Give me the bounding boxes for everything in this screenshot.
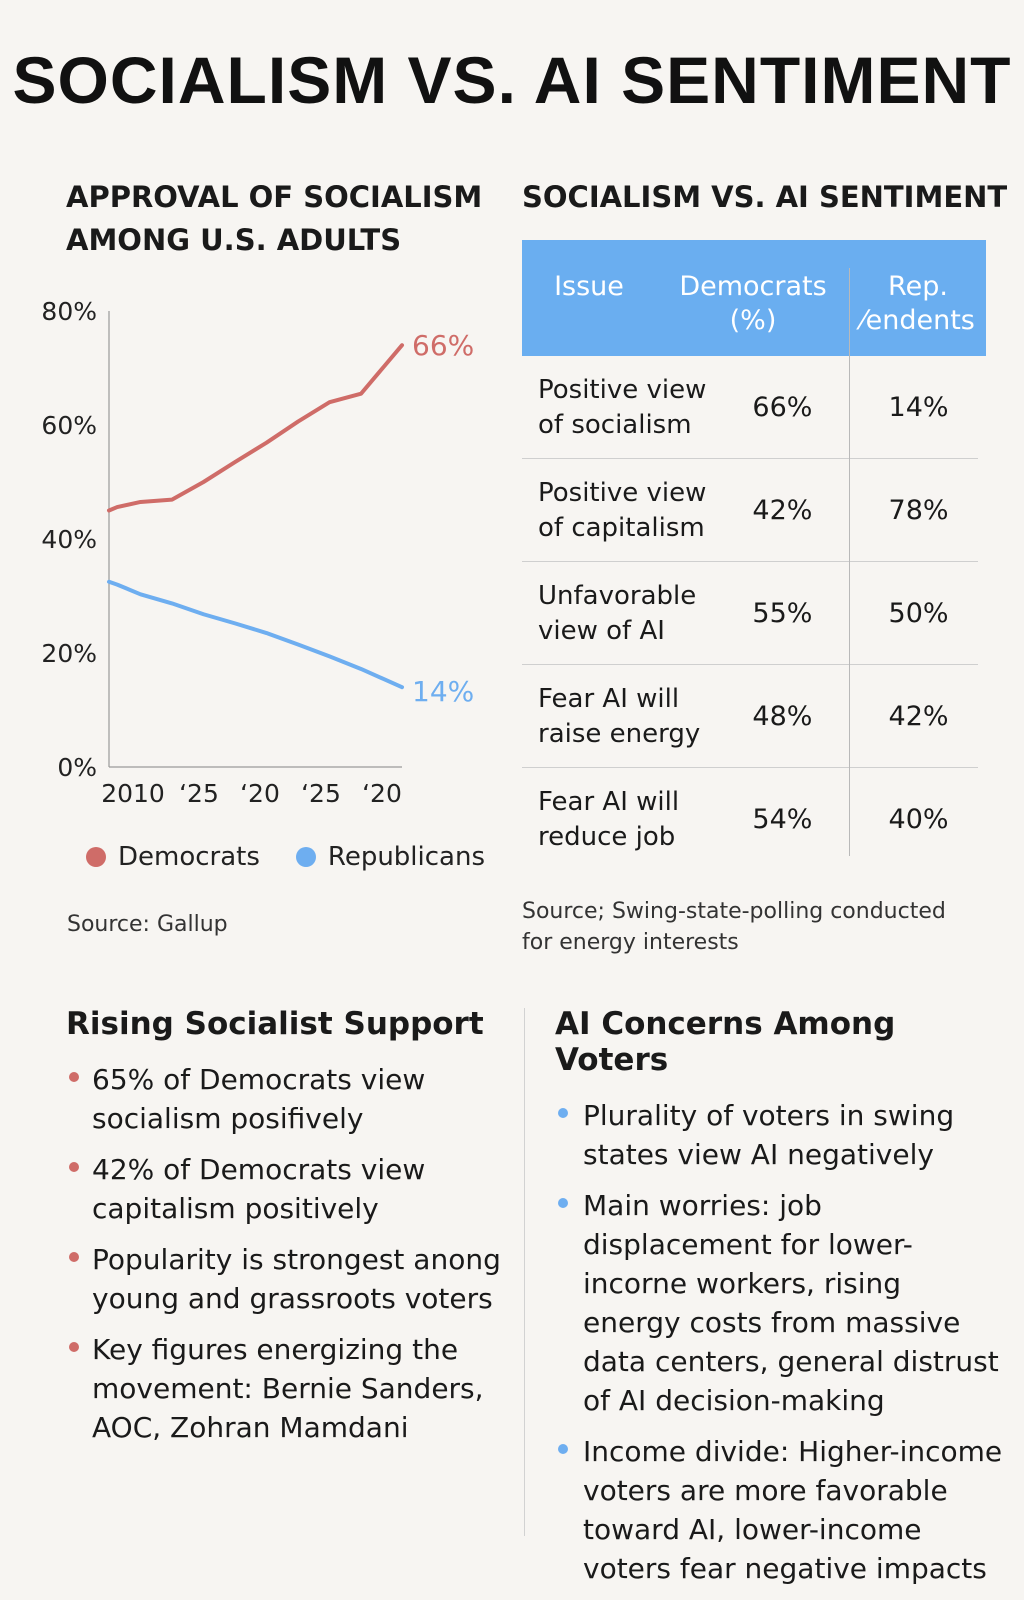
bullet-text: Income divide: Higher-income voters are … [583, 1435, 1003, 1585]
ai-concerns-section: AI Concerns Among Voters Plurality of vo… [555, 1006, 1005, 1600]
cell-issue: Fear AI will reduce job [538, 786, 680, 852]
bullet-text: 65% of Democrats view socialism posifive… [92, 1063, 426, 1135]
page-title: SOCIALISM VS. AI SENTIMENT [12, 43, 1012, 117]
bullet-text: Main worries: job displacement for lower… [583, 1189, 999, 1417]
bullet-item: Plurality of voters in swing states view… [555, 1096, 1005, 1174]
table-body: Positive view of socialism 66% 14% Positive… [522, 356, 986, 871]
bullet-dot-icon [69, 1252, 79, 1262]
legend-label-democrats: Democrats [118, 842, 260, 872]
rising-support-list: 65% of Democrats view socialism posifive… [66, 1060, 506, 1447]
header-republicans: Rep. ⁄endents [861, 271, 975, 336]
bullet-text: Plurality of voters in swing states view… [583, 1099, 955, 1171]
row-divider [522, 664, 978, 665]
header-issue: Issue [554, 271, 624, 302]
bullet-dot-icon [558, 1444, 568, 1454]
bullet-text: 42% of Democrats view capitalism positiv… [92, 1153, 426, 1225]
chart-source: Source: Gallup [67, 912, 228, 937]
chart-title: APPROVAL OF SOCIALISM AMONG U.S. ADULTS [66, 180, 483, 257]
bullet-item: Key figures energizing the movement: Ber… [66, 1330, 506, 1447]
bullet-item: Popularity is strongest anong young and … [66, 1240, 506, 1318]
cell-democrats: 55% [752, 598, 813, 629]
y-tick-label: 80% [41, 297, 97, 326]
x-tick-label: ‘25 [301, 779, 341, 808]
row-divider [522, 767, 978, 768]
bullet-item: 65% of Democrats view socialism posifive… [66, 1060, 506, 1138]
bullet-dot-icon [69, 1162, 79, 1172]
table-row: Positive view of socialism 66% 14% [522, 356, 986, 459]
table-header: Issue Democrats (%) Rep. ⁄endents [522, 240, 986, 356]
cell-democrats: 42% [752, 495, 813, 526]
ai-concerns-heading: AI Concerns Among Voters [555, 1006, 896, 1078]
bullet-dot-icon [558, 1108, 568, 1118]
bullet-item: Main worries: job displacement for lower… [555, 1186, 1005, 1420]
bullet-item: Income divide: Higher-income voters are … [555, 1432, 1005, 1588]
row-divider [522, 458, 978, 459]
rising-support-section: Rising Socialist Support 65% of Democrat… [66, 1006, 506, 1459]
bullet-text: Key figures energizing the movement: Ber… [92, 1333, 484, 1444]
cell-republicans: 14% [888, 392, 949, 423]
y-tick-label: 60% [41, 411, 97, 440]
table-row: Fear AI will raise energy 48% 42% [522, 665, 986, 768]
end-label-republicans: 14% [412, 675, 474, 708]
table-title: SOCIALISM VS. AI SENTIMENT [522, 180, 1008, 214]
cell-republicans: 50% [888, 598, 949, 629]
cell-republicans: 42% [888, 701, 949, 732]
cell-issue: Positive view of capitalism [538, 477, 707, 543]
table-row: Unfavorable view of AI 55% 50% [522, 562, 986, 665]
table-row: Fear AI will reduce job 54% 40% [522, 768, 986, 871]
legend-dot-democrats [86, 847, 106, 867]
bullet-text: Popularity is strongest anong young and … [92, 1243, 501, 1315]
y-tick-label: 40% [41, 525, 97, 554]
comparison-table: Issue Democrats (%) Rep. ⁄endents Positi… [522, 240, 986, 871]
legend-dot-republicans [295, 847, 316, 867]
header-democrats: Democrats (%) [679, 271, 827, 336]
y-tick-label: 20% [41, 639, 97, 668]
chart-legend: Democrats Republicans [86, 842, 485, 872]
x-tick-label: ‘20 [362, 779, 402, 808]
series-line-democrats [107, 343, 404, 513]
section-divider [524, 1008, 525, 1536]
legend-label-republicans: Republicans [327, 842, 486, 872]
series-line-republicans [107, 579, 404, 690]
bullet-dot-icon [69, 1342, 79, 1352]
end-label-democrats: 66% [412, 329, 474, 362]
table-row: Positive view of capitalism 42% 78% [522, 459, 986, 562]
cell-democrats: 66% [752, 392, 813, 423]
bullet-dot-icon [558, 1198, 568, 1208]
x-tick-label: ‘25 [179, 779, 219, 808]
rising-support-heading: Rising Socialist Support [66, 1006, 484, 1042]
row-divider [522, 561, 978, 562]
bullet-item: 42% of Democrats view capitalism positiv… [66, 1150, 506, 1228]
bullet-dot-icon [69, 1072, 79, 1082]
legend-item-democrats: Democrats [86, 842, 260, 872]
cell-democrats: 54% [752, 804, 813, 835]
cell-issue: Fear AI will raise energy [538, 683, 701, 749]
cell-republicans: 40% [888, 804, 949, 835]
cell-issue: Unfavorable view of AI [538, 580, 697, 646]
ai-concerns-list: Plurality of voters in swing states view… [555, 1096, 1005, 1588]
x-tick-label: ‘20 [240, 779, 280, 808]
table-source: Source; Swing-state-polling conducted fo… [522, 899, 946, 955]
table-column-divider [849, 268, 850, 856]
y-tick-label: 0% [57, 753, 97, 782]
cell-republicans: 78% [888, 495, 949, 526]
cell-issue: Positive view of socialism [538, 374, 707, 440]
x-tick-label: 2010 [101, 779, 165, 808]
cell-democrats: 48% [752, 701, 813, 732]
legend-item-republicans: Republicans [295, 842, 486, 872]
